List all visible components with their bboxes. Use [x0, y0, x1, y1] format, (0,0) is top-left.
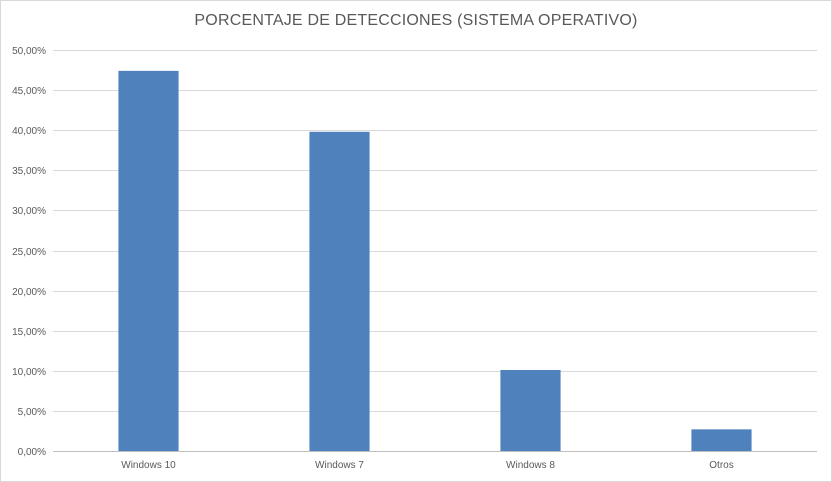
- y-tick-label: 20,00%: [12, 287, 46, 298]
- bar: [118, 70, 179, 451]
- y-tick-label: 35,00%: [12, 166, 46, 177]
- y-axis-ticks: 0,00% 5,00% 10,00% 15,00% 20,00% 25,00% 30,00%…: [12, 46, 46, 458]
- gridlines: [53, 50, 817, 452]
- x-tick-label: Windows 8: [506, 460, 555, 471]
- bars: [118, 70, 752, 452]
- bar: [500, 370, 561, 451]
- x-tick-label: Otros: [709, 460, 733, 471]
- y-tick-label: 0,00%: [18, 447, 46, 458]
- y-tick-label: 40,00%: [12, 126, 46, 137]
- chart-title: PORCENTAJE DE DETECCIONES (SISTEMA OPERA…: [194, 12, 638, 29]
- y-tick-label: 25,00%: [12, 247, 46, 258]
- y-tick-label: 50,00%: [12, 46, 46, 57]
- x-tick-label: Windows 7: [315, 460, 364, 471]
- y-tick-label: 15,00%: [12, 327, 46, 338]
- y-tick-label: 30,00%: [12, 206, 46, 217]
- x-tick-label: Windows 10: [121, 460, 176, 471]
- x-axis-ticks: Windows 10 Windows 7 Windows 8 Otros: [121, 460, 733, 471]
- y-tick-label: 45,00%: [12, 86, 46, 97]
- bar: [691, 429, 752, 451]
- y-tick-label: 10,00%: [12, 367, 46, 378]
- bar: [309, 131, 370, 452]
- y-tick-label: 5,00%: [18, 407, 46, 418]
